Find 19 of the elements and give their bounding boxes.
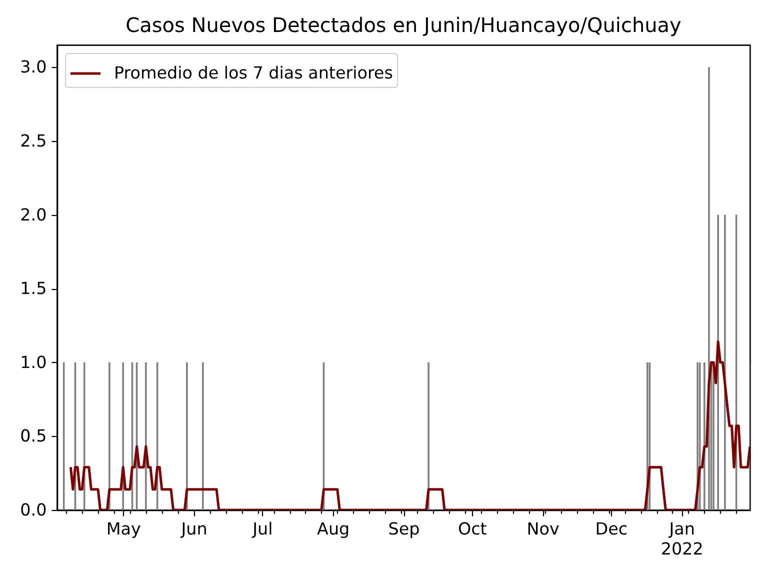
- x-tick-label: Nov: [526, 518, 560, 538]
- chart-title: Casos Nuevos Detectados en Junin/Huancayo/Quichuay: [126, 13, 682, 37]
- y-tick-label: 2.0: [20, 204, 47, 224]
- y-tick-label: 3.0: [20, 56, 47, 77]
- line-series: [69, 340, 750, 510]
- x-tick-label: Jul: [252, 518, 273, 538]
- x-tick-label: Aug: [317, 518, 350, 538]
- x-tick-label: Jun: [180, 518, 208, 538]
- y-tick-label: 2.5: [20, 130, 47, 150]
- y-tick-label: 0.0: [20, 500, 47, 520]
- x-tick-label: Dec: [595, 518, 628, 538]
- y-tick-label: 1.0: [20, 352, 47, 372]
- x-tick-label: Oct: [458, 518, 488, 538]
- x-tick-label: Jan 2022: [660, 518, 704, 558]
- x-tick-label: Sep: [388, 518, 420, 538]
- y-tick-label: 0.5: [20, 426, 47, 446]
- y-tick-label: 1.5: [20, 278, 47, 298]
- legend-label: Promedio de los 7 dias anteriores: [114, 62, 393, 82]
- x-tick-label: May: [106, 518, 141, 538]
